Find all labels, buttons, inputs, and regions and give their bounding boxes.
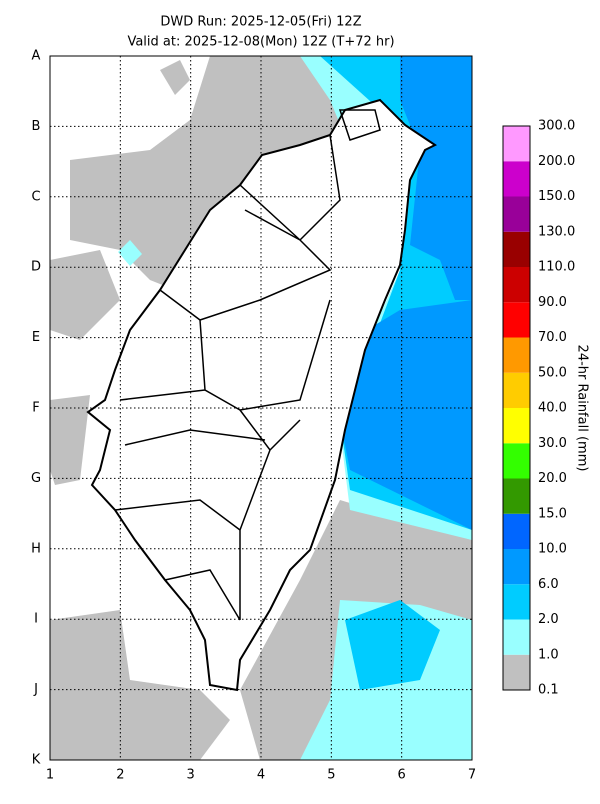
colorbar-label: 50.0 [538, 365, 567, 380]
colorbar-label: 70.0 [538, 330, 567, 345]
colorbar-label: 90.0 [538, 295, 567, 310]
row-label: F [32, 401, 39, 416]
colorbar-box [503, 513, 530, 549]
colorbar-box [503, 654, 530, 690]
colorbar-box [503, 161, 530, 197]
colorbar-label: 130.0 [538, 224, 575, 239]
row-label: E [32, 330, 40, 345]
colorbar-label: 6.0 [538, 577, 559, 592]
column-label: 2 [116, 768, 124, 783]
colorbar-label: 200.0 [538, 154, 575, 169]
colorbar-box [503, 443, 530, 479]
column-label: 6 [398, 768, 406, 783]
title: DWD Run: 2025-12-05(Fri) 12Z [160, 15, 361, 30]
colorbar-box [503, 619, 530, 655]
column-label: 4 [257, 768, 265, 783]
colorbar-label: 20.0 [538, 471, 567, 486]
map-frame [49, 55, 473, 761]
colorbar-box [503, 372, 530, 408]
colorbar-frame [502, 125, 531, 691]
column-label: 5 [327, 768, 335, 783]
column-label: 7 [468, 768, 476, 783]
row-label: I [34, 612, 38, 627]
colorbar-box [503, 478, 530, 514]
colorbar [502, 125, 531, 691]
row-label: H [31, 541, 41, 556]
colorbar-label: 15.0 [538, 506, 567, 521]
subtitle: Valid at: 2025-12-08(Mon) 12Z (T+72 hr) [127, 35, 394, 50]
colorbar-box [503, 337, 530, 373]
colorbar-label: 2.0 [538, 612, 559, 627]
colorbar-box [503, 549, 530, 585]
row-label: A [32, 49, 41, 64]
colorbar-box [503, 231, 530, 267]
colorbar-label: 10.0 [538, 542, 567, 557]
colorbar-label: 40.0 [538, 401, 567, 416]
colorbar-box [503, 408, 530, 444]
colorbar-box [503, 267, 530, 303]
column-label: 3 [187, 768, 195, 783]
row-label: D [31, 260, 41, 275]
row-label: B [32, 119, 41, 134]
column-label: 1 [46, 768, 54, 783]
colorbar-label: 30.0 [538, 436, 567, 451]
row-label: G [31, 471, 41, 486]
colorbar-box [503, 196, 530, 232]
row-label: C [31, 189, 40, 204]
row-label: J [33, 682, 38, 697]
colorbar-label: 150.0 [538, 189, 575, 204]
colorbar-box [503, 584, 530, 620]
colorbar-box [503, 302, 530, 338]
colorbar-title: 24-hr Rainfall (mm) [575, 345, 590, 472]
colorbar-label: 110.0 [538, 260, 575, 275]
colorbar-label: 1.0 [538, 647, 559, 662]
colorbar-label: 0.1 [538, 683, 559, 698]
colorbar-box [503, 126, 530, 162]
row-label: K [32, 753, 41, 768]
colorbar-label: 300.0 [538, 119, 575, 134]
